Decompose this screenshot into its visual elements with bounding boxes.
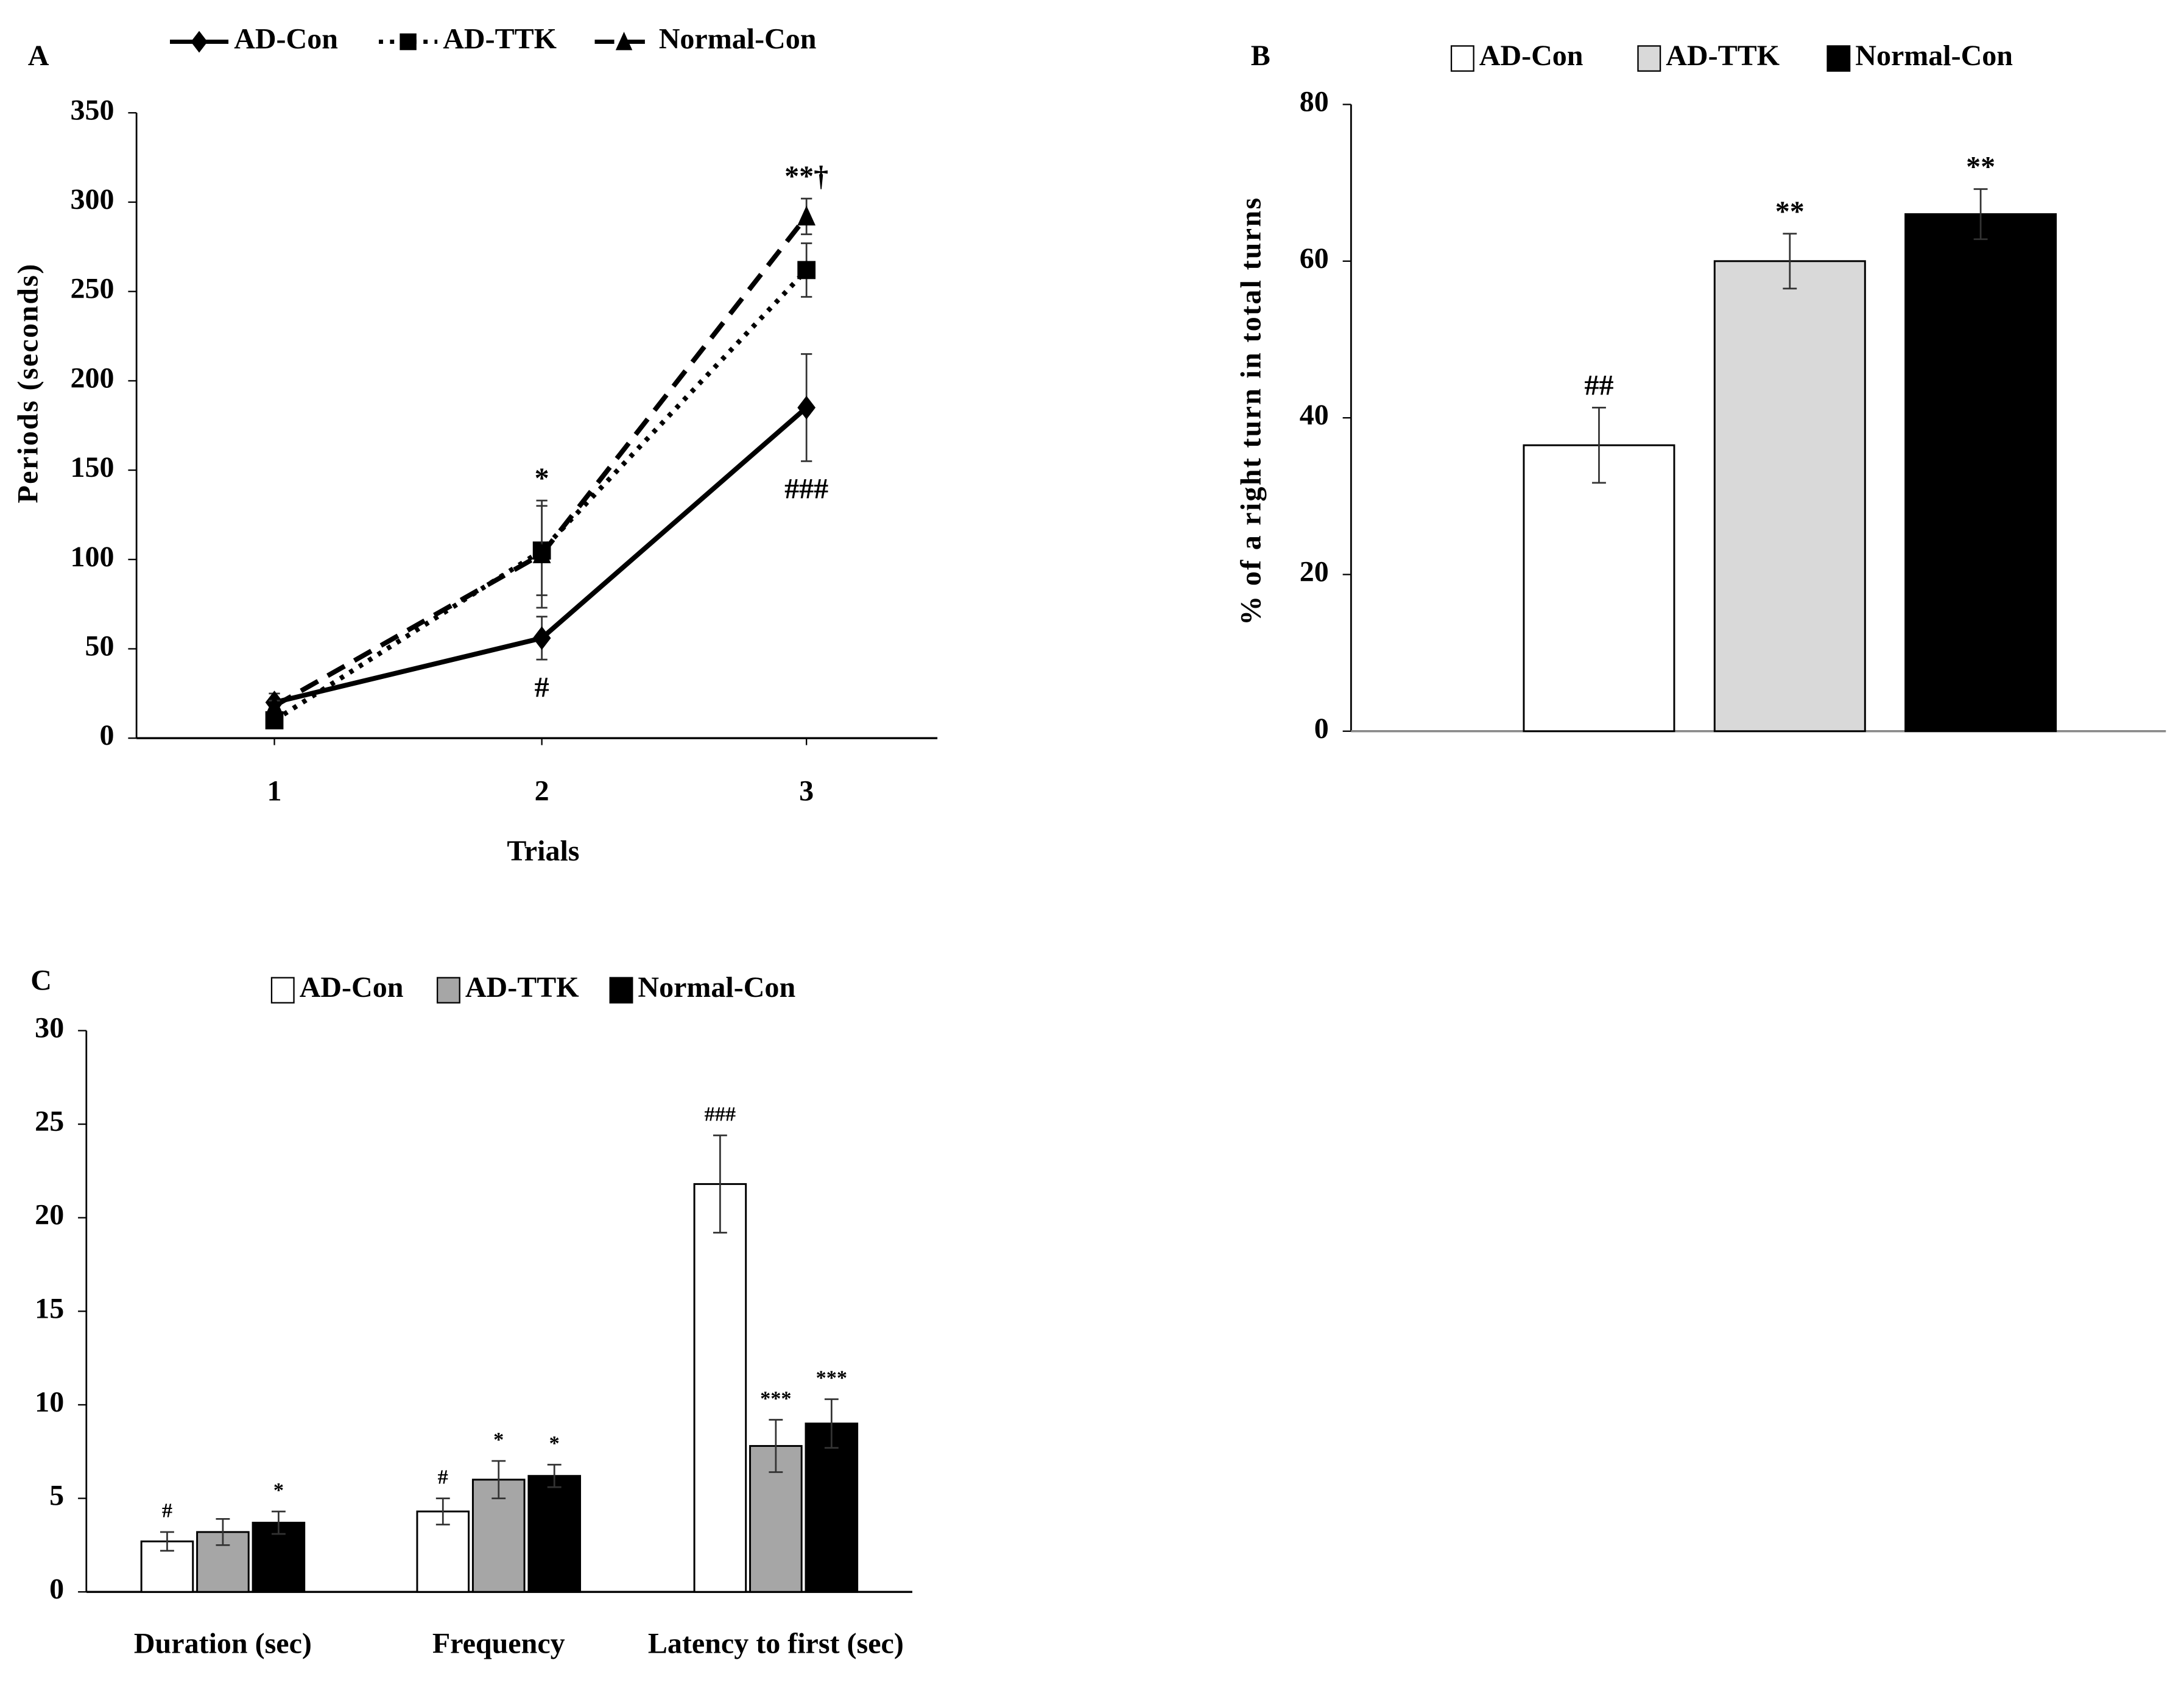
legend-marker [191,30,208,53]
legend-marker [400,33,417,51]
legend-swatch [1450,45,1474,72]
significance-label: * [273,1479,284,1502]
legend-label: AD-TTK [465,971,579,1004]
y-tick-label: 20 [1300,555,1329,588]
significance-label: ** [1775,195,1805,228]
legend-label: Normal-Con [638,971,795,1004]
legend-swatch [1826,45,1851,72]
legend-label: AD-TTK [1666,40,1780,72]
y-tick-label: 5 [49,1480,64,1512]
panel-label: B [1251,40,1270,72]
y-tick-label: 60 [1300,242,1329,275]
legend-label: AD-Con [1479,40,1583,72]
bar [527,1475,582,1593]
marker [797,396,816,420]
significance-label: # [162,1499,172,1522]
legend-label: Normal-Con [1855,40,2013,72]
y-tick-label: 350 [71,94,114,126]
y-tick-label: 30 [35,1011,64,1044]
marker [797,205,816,226]
bar [1904,213,2057,733]
significance-label: ## [1584,369,1613,401]
y-tick-label: 50 [85,630,114,662]
legend-swatch [609,977,633,1004]
legend-label: Normal-Con [659,23,817,55]
significance-label: # [535,671,549,703]
bar [1713,260,1866,733]
bar [471,1479,526,1593]
y-axis-label: % of a right turn in total turns [1235,197,1267,625]
legend-swatch [1637,45,1661,72]
bar [1523,444,1675,733]
significance-label: # [438,1465,448,1488]
x-tick-label: Frequency [432,1627,565,1659]
marker [265,695,284,716]
legend-label: AD-Con [300,971,404,1004]
significance-label: ** [1966,150,1995,183]
significance-label: *** [816,1366,847,1390]
y-tick-label: 0 [49,1573,64,1605]
x-tick-label: 3 [799,775,814,807]
marker [797,261,816,280]
legend-label: AD-Con [234,23,338,55]
x-tick-label: 2 [535,775,549,807]
legend-swatch [436,977,460,1004]
y-tick-label: 10 [35,1386,64,1418]
bar [693,1183,747,1593]
y-tick-label: 20 [35,1199,64,1231]
legend-label: AD-TTK [443,23,557,55]
significance-label: ### [784,473,828,505]
y-tick-label: 0 [1314,712,1329,745]
marker [532,543,551,563]
x-tick-label: 1 [267,775,282,807]
y-axis-label: Periods (seconds) [12,262,44,503]
significance-label: *** [760,1387,791,1410]
y-tick-label: 150 [71,451,114,484]
significance-label: **† [784,160,828,192]
y-tick-label: 200 [71,362,114,394]
significance-label: * [535,462,549,494]
y-tick-label: 0 [100,719,114,751]
y-tick-label: 15 [35,1292,64,1324]
y-tick-label: 80 [1300,86,1329,118]
y-tick-label: 25 [35,1105,64,1138]
significance-label: * [549,1432,560,1455]
x-tick-label: Duration (sec) [134,1627,312,1659]
x-axis-label: Trials [507,835,579,867]
legend-marker [615,32,633,51]
bar [805,1422,859,1593]
y-tick-label: 40 [1300,399,1329,431]
significance-label: * [493,1428,504,1451]
y-tick-label: 250 [71,273,114,305]
x-tick-label: Latency to first (sec) [648,1627,904,1659]
marker [532,626,551,650]
y-tick-label: 100 [71,541,114,573]
significance-label: ### [705,1102,736,1125]
panel-label: A [28,40,49,72]
panel-label: C [30,965,52,997]
legend-swatch [270,977,295,1004]
series-line [273,268,809,723]
y-tick-label: 300 [71,183,114,216]
